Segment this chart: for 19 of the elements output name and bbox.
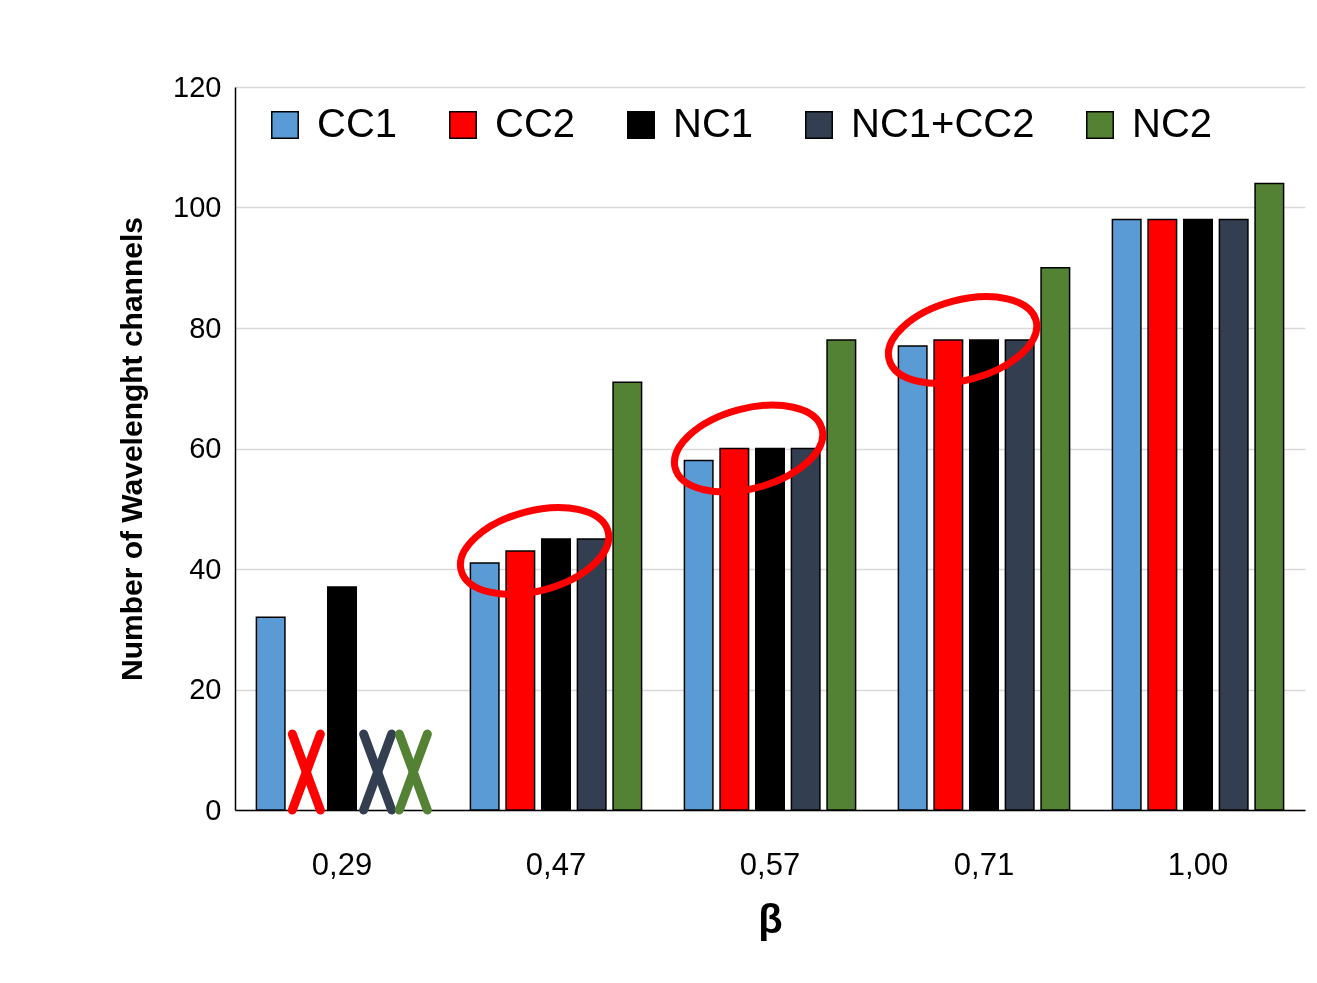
x-axis-title: β <box>758 896 783 941</box>
y-tick-label: 60 <box>189 432 222 464</box>
legend-label: CC2 <box>495 101 576 145</box>
x-tick-label: 0,57 <box>739 846 801 882</box>
y-tick-label: 0 <box>205 793 222 826</box>
y-tick-label: 120 <box>173 70 222 103</box>
legend-label: NC1+CC2 <box>851 101 1035 145</box>
x-tick-label: 1,00 <box>1167 846 1229 882</box>
y-tick-label: 100 <box>173 191 222 223</box>
x-tick-label: 0,47 <box>525 846 587 882</box>
y-tick-label: 20 <box>189 673 222 705</box>
legend-label: NC1 <box>673 101 754 145</box>
y-axis-title: Number of Wavelenght channels <box>115 217 149 681</box>
x-tick-label: 0,29 <box>311 846 373 882</box>
y-tick-label: 40 <box>189 552 222 585</box>
y-tick-label: 80 <box>189 311 222 344</box>
legend-label: NC2 <box>1132 101 1213 145</box>
legend-label: CC1 <box>317 101 398 145</box>
x-tick-label: 0,71 <box>953 846 1015 882</box>
